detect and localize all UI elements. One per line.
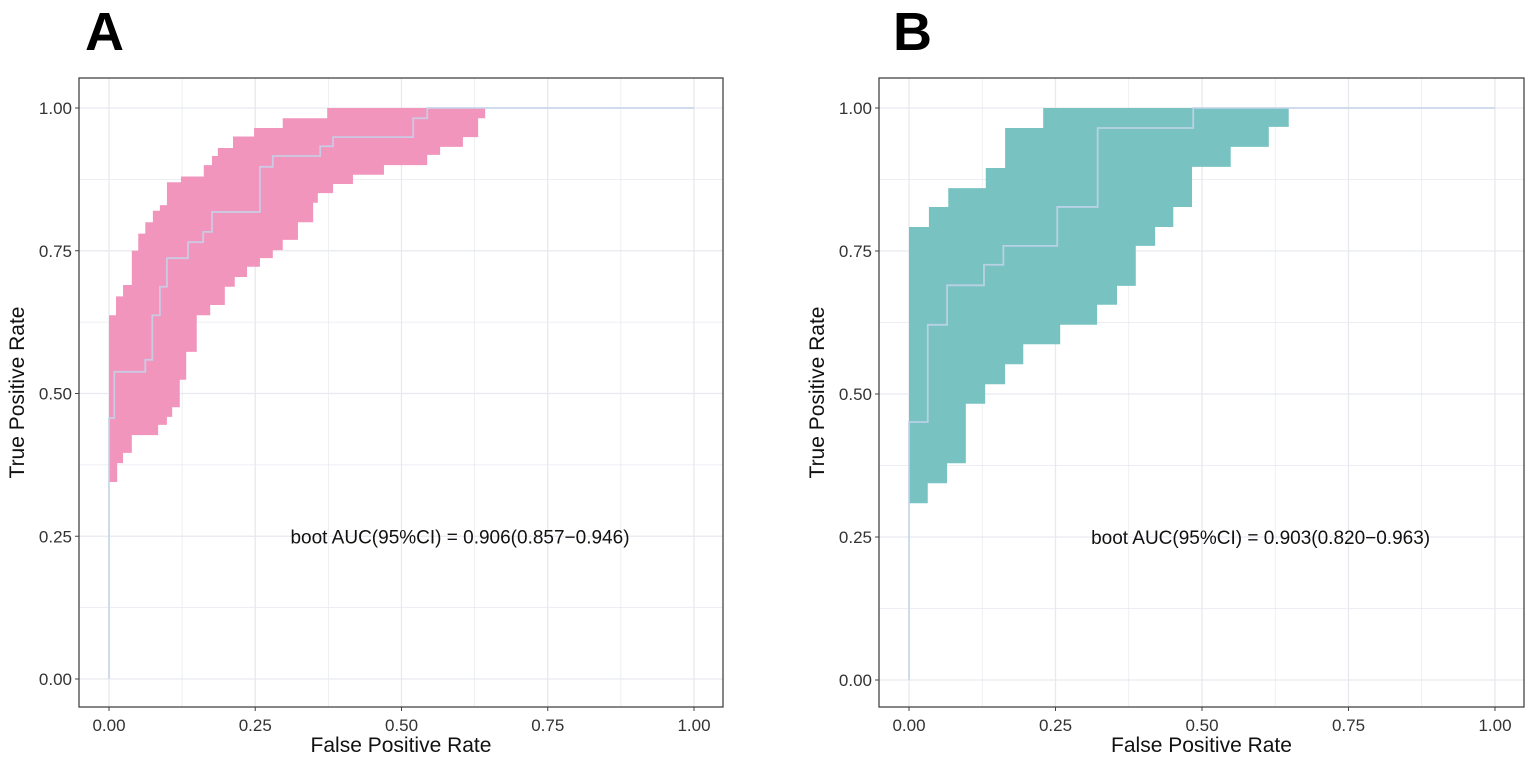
y-tick-label: 0.25 (839, 528, 872, 547)
x-tick-label: 0.75 (1332, 716, 1365, 735)
y-tick-label: 1.00 (39, 99, 72, 118)
y-axis-title: True Positive Rate (6, 307, 29, 479)
y-tick-label: 0.50 (839, 385, 872, 404)
y-tick-label: 0.75 (39, 242, 72, 261)
x-tick-label: 0.00 (892, 716, 925, 735)
y-axis-title: True Positive Rate (806, 307, 829, 479)
x-tick-label: 1.00 (677, 716, 710, 735)
panel-letter: A (85, 2, 124, 62)
y-tick-label: 0.00 (39, 670, 72, 689)
x-tick-label: 0.25 (239, 716, 272, 735)
roc-curve-line (108, 107, 694, 679)
auc-annotation: boot AUC(95%CI) = 0.903(0.820−0.963) (1091, 528, 1430, 549)
panel-letter: B (893, 2, 932, 62)
x-axis-title: False Positive Rate (1111, 734, 1292, 757)
ci-band (109, 108, 694, 483)
y-tick-label: 0.75 (839, 242, 872, 261)
x-tick-label: 0.50 (385, 716, 418, 735)
auc-annotation: boot AUC(95%CI) = 0.906(0.857−0.946) (290, 527, 629, 548)
y-tick-label: 0.25 (39, 527, 72, 546)
panel-a: A 0.00 0.25 0.50 0.75 1.00 0.00 0.25 0.50 0.75 1.0… (6, 2, 724, 757)
x-tick-label: 0.50 (1185, 716, 1218, 735)
panel-b: B 0.00 0.25 0.50 0.75 1.00 0.00 0.25 0.50 0.75 1.0… (806, 2, 1525, 757)
roc-curve-line (908, 107, 1495, 680)
x-tick-label: 0.25 (1039, 716, 1072, 735)
y-tick-label: 0.00 (839, 671, 872, 690)
x-tick-label: 0.75 (531, 716, 564, 735)
x-axis-title: False Positive Rate (311, 734, 492, 757)
x-tick-label: 1.00 (1478, 716, 1511, 735)
y-tick-label: 1.00 (839, 99, 872, 118)
ci-band (909, 108, 1495, 504)
y-tick-label: 0.50 (39, 385, 72, 404)
x-tick-label: 0.00 (92, 716, 125, 735)
